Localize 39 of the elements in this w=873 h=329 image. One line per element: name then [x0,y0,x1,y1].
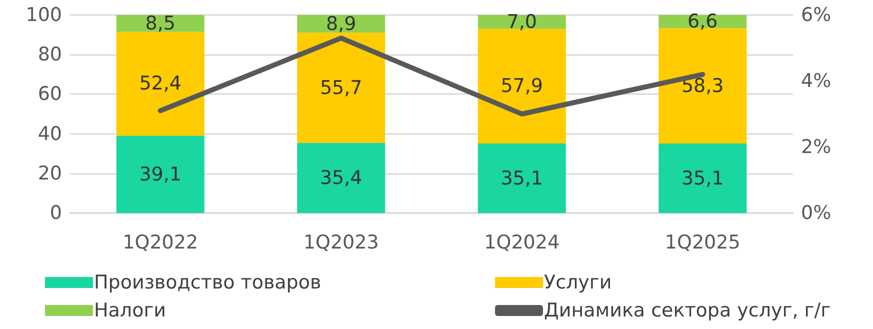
data-label: 35,4 [320,166,362,189]
data-label: 6,6 [688,10,718,33]
data-label: 8,5 [145,12,176,34]
y-tick-label: 60 [38,83,62,106]
data-label: 35,1 [500,167,544,190]
bar [116,32,204,136]
y-tick-label: 20 [38,162,62,184]
data-label: 55,7 [320,76,362,99]
bar [658,28,747,144]
y-tick-label: 40 [38,122,62,145]
y-tick-label: 0 [50,202,62,224]
y-tick-label: 100 [26,4,62,26]
bar [297,32,386,143]
bar [116,15,204,32]
data-label: 39,1 [139,163,182,186]
bar [478,15,566,29]
x-tick-label: 1Q2025 [664,232,740,254]
data-label: 57,9 [500,75,544,98]
y2-tick-label: 6% [801,4,832,26]
y2-tick-label: 0% [801,202,832,224]
bar [478,144,566,213]
data-label: 52,4 [139,72,182,95]
y2-tick-label: 4% [801,70,832,92]
x-tick-label: 1Q2023 [303,232,379,254]
legend-label: Производство товаров [94,272,322,294]
legend-label: Динамика сектора услуг, г/г [544,300,831,322]
legend-label: Налоги [94,300,166,322]
data-label: 8,9 [326,12,356,35]
bar [297,142,386,213]
x-tick-label: 1Q2024 [484,232,560,254]
legend-label: Услуги [544,272,612,294]
bar [116,136,204,213]
y-tick-label: 80 [38,44,62,66]
data-label: 7,0 [506,10,537,33]
bar [658,144,747,213]
data-label: 35,1 [681,167,724,190]
y2-tick-label: 2% [801,136,832,158]
bar [478,28,566,144]
x-tick-label: 1Q2022 [122,232,198,254]
